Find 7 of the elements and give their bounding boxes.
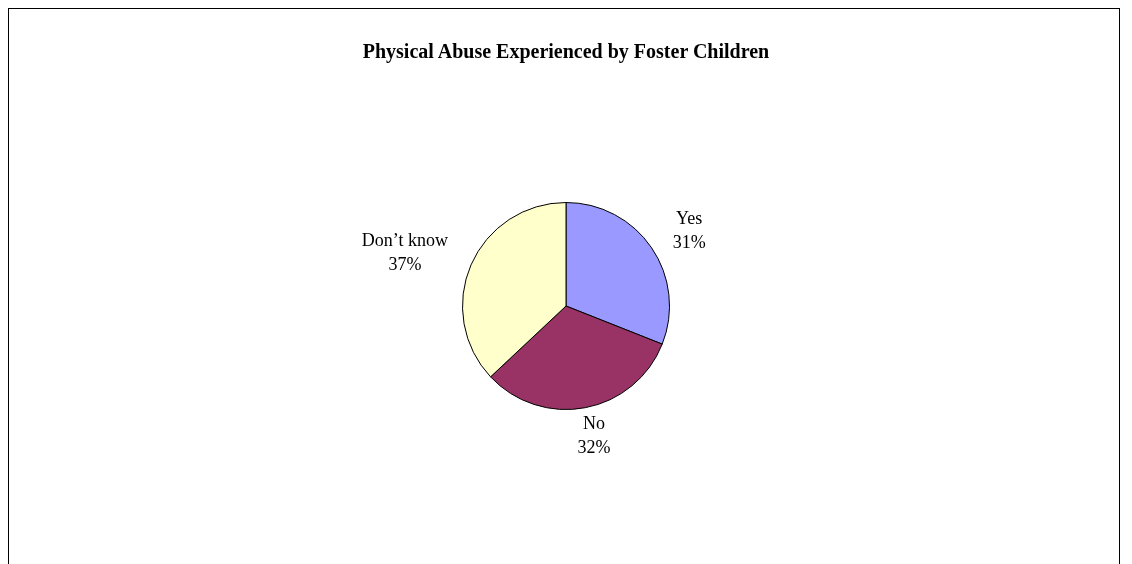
data-label: 31% (672, 232, 706, 253)
chart-title: Physical Abuse Experienced by Foster Children (361, 40, 771, 63)
slice-label: Don’t know (361, 230, 448, 251)
data-label: 37% (388, 254, 422, 275)
slice-label: No (582, 412, 605, 433)
data-label: 32% (577, 436, 611, 457)
slice-label: Yes (676, 208, 703, 229)
